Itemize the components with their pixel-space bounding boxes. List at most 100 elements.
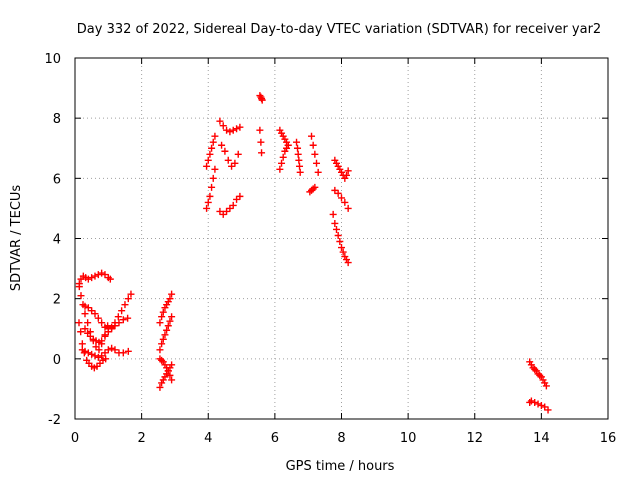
- data-point-marker: [311, 183, 319, 191]
- data-point-marker: [296, 168, 304, 176]
- data-point-marker: [229, 201, 237, 209]
- data-point-marker: [236, 192, 244, 200]
- data-point-marker: [124, 295, 132, 303]
- y-tick-label: 4: [53, 233, 61, 248]
- data-point-marker: [124, 347, 132, 355]
- y-tick-label: 6: [53, 172, 61, 187]
- data-point-marker: [159, 308, 167, 316]
- x-tick-label: 10: [400, 431, 417, 446]
- data-point-marker: [531, 398, 539, 406]
- x-tick-label: 14: [533, 431, 550, 446]
- data-point-marker: [94, 353, 102, 361]
- data-point-marker: [219, 122, 227, 130]
- data-point-marker: [295, 156, 303, 164]
- data-point-marker: [159, 335, 167, 343]
- data-points: [75, 92, 552, 414]
- data-point-marker: [206, 192, 214, 200]
- data-point-marker: [211, 132, 219, 140]
- data-point-marker: [311, 150, 319, 158]
- data-point-marker: [81, 302, 89, 310]
- data-point-marker: [284, 141, 292, 149]
- chart-title: Day 332 of 2022, Sidereal Day-to-day VTE…: [77, 22, 601, 37]
- data-point-marker: [329, 210, 337, 218]
- data-point-marker: [334, 189, 342, 197]
- data-point-marker: [278, 159, 286, 167]
- data-point-marker: [84, 349, 92, 357]
- data-point-marker: [257, 138, 265, 146]
- x-tick-label: 16: [600, 431, 617, 446]
- data-point-marker: [276, 165, 284, 173]
- data-point-marker: [98, 319, 106, 327]
- data-point-marker: [91, 352, 99, 360]
- data-point-marker: [81, 310, 89, 318]
- data-point-marker: [344, 259, 352, 267]
- data-point-marker: [221, 147, 229, 155]
- data-point-marker: [342, 171, 350, 179]
- data-point-marker: [293, 138, 301, 146]
- data-point-marker: [338, 194, 345, 202]
- data-point-marker: [223, 126, 231, 134]
- data-point-marker: [168, 361, 176, 369]
- data-point-marker: [166, 371, 174, 379]
- data-point-marker: [94, 271, 102, 279]
- data-point-marker: [279, 153, 287, 161]
- data-point-marker: [229, 126, 237, 134]
- data-point-marker: [91, 310, 99, 318]
- data-point-marker: [234, 150, 242, 158]
- data-point-marker: [98, 337, 106, 345]
- data-point-marker: [114, 313, 122, 321]
- data-point-marker: [294, 144, 302, 152]
- x-tick-label: 6: [271, 431, 279, 446]
- data-point-marker: [218, 141, 226, 149]
- data-point-marker: [166, 295, 174, 303]
- data-point-marker: [111, 346, 119, 354]
- data-point-marker: [101, 323, 109, 331]
- data-point-marker: [77, 328, 85, 336]
- y-tick-label: 2: [53, 293, 61, 308]
- data-point-marker: [296, 162, 304, 170]
- data-point-marker: [331, 219, 339, 227]
- x-tick-label: 4: [204, 431, 212, 446]
- y-tick-label: 10: [44, 52, 61, 67]
- data-point-marker: [211, 165, 219, 173]
- data-point-marker: [75, 283, 83, 291]
- data-point-marker: [534, 400, 542, 408]
- data-point-marker: [78, 340, 86, 348]
- data-point-marker: [231, 159, 239, 167]
- data-point-marker: [203, 204, 211, 212]
- data-point-marker: [102, 355, 110, 363]
- x-tick-label: 2: [137, 431, 145, 446]
- data-point-marker: [81, 347, 89, 355]
- data-point-marker: [258, 149, 266, 157]
- data-point-marker: [216, 117, 224, 125]
- data-point-marker: [542, 382, 550, 390]
- x-tick-label: 12: [466, 431, 483, 446]
- grid-lines: [75, 58, 608, 419]
- data-point-marker: [209, 174, 217, 182]
- data-point-marker: [124, 314, 132, 322]
- data-point-marker: [118, 307, 126, 315]
- data-point-marker: [164, 367, 172, 375]
- data-point-marker: [309, 141, 317, 149]
- x-axis-label: GPS time / hours: [286, 459, 395, 474]
- data-point-marker: [88, 274, 96, 282]
- data-point-marker: [156, 319, 164, 327]
- y-tick-label: 8: [53, 112, 61, 127]
- data-point-marker: [77, 292, 85, 300]
- data-point-marker: [203, 162, 211, 170]
- data-point-marker: [527, 397, 535, 405]
- axis-ticks: 0 2 4 6 8 10 12 14 16 -2 0 2 4 6 8 10: [44, 52, 616, 446]
- y-tick-label: 0: [53, 353, 61, 368]
- data-point-marker: [168, 376, 176, 384]
- data-point-marker: [111, 322, 119, 330]
- data-point-marker: [258, 96, 266, 104]
- data-point-marker: [168, 290, 176, 298]
- data-point-marker: [108, 344, 116, 352]
- y-axis-label: SDTVAR / TECUs: [9, 185, 24, 292]
- data-point-marker: [233, 125, 241, 133]
- data-point-marker: [208, 183, 216, 191]
- data-point-marker: [224, 156, 232, 164]
- data-point-marker: [88, 350, 96, 358]
- data-point-marker: [226, 128, 234, 136]
